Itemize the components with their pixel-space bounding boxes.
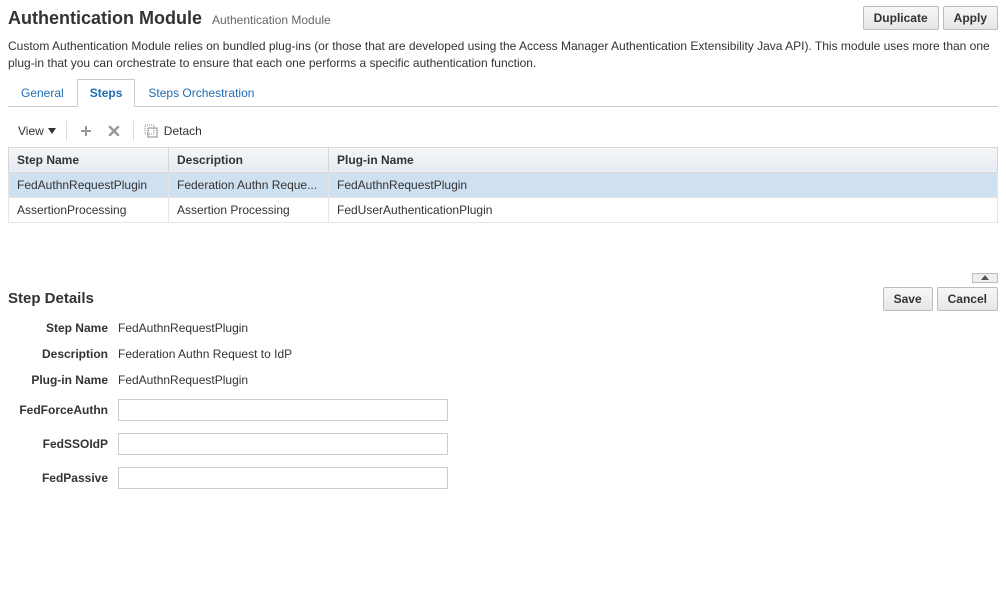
col-description[interactable]: Description: [169, 147, 329, 172]
steps-table: Step Name Description Plug-in Name FedAu…: [8, 147, 998, 223]
delete-button[interactable]: [105, 122, 123, 140]
detach-icon: [144, 124, 158, 138]
toolbar-separator: [66, 121, 67, 141]
cancel-button[interactable]: Cancel: [937, 287, 998, 311]
view-menu-button[interactable]: View: [18, 124, 56, 138]
value-plugin-name: FedAuthnRequestPlugin: [118, 373, 248, 387]
label-fedssoidp: FedSSOIdP: [8, 437, 118, 451]
detach-button[interactable]: Detach: [144, 124, 202, 138]
label-step-name: Step Name: [8, 321, 118, 335]
label-description: Description: [8, 347, 118, 361]
module-description: Custom Authentication Module relies on b…: [8, 38, 998, 72]
close-icon: [107, 124, 121, 138]
caret-up-icon: [981, 275, 989, 281]
cell-step-name: AssertionProcessing: [9, 197, 169, 222]
cell-plugin-name: FedUserAuthenticationPlugin: [329, 197, 998, 222]
page-subtitle: Authentication Module: [212, 13, 331, 27]
collapse-handle[interactable]: [972, 273, 998, 283]
view-menu-label: View: [18, 124, 44, 138]
tab-steps-orchestration[interactable]: Steps Orchestration: [135, 79, 267, 107]
page-title: Authentication Module: [8, 8, 202, 29]
col-step-name[interactable]: Step Name: [9, 147, 169, 172]
save-button[interactable]: Save: [883, 287, 933, 311]
label-plugin-name: Plug-in Name: [8, 373, 118, 387]
tab-steps[interactable]: Steps: [77, 79, 136, 107]
chevron-down-icon: [48, 127, 56, 135]
step-details-title: Step Details: [8, 290, 94, 307]
cell-description: Federation Authn Reque...: [169, 172, 329, 197]
label-fedpassive: FedPassive: [8, 471, 118, 485]
input-fedpassive[interactable]: [118, 467, 448, 489]
add-button[interactable]: [77, 122, 95, 140]
value-step-name: FedAuthnRequestPlugin: [118, 321, 248, 335]
cell-step-name: FedAuthnRequestPlugin: [9, 172, 169, 197]
apply-button[interactable]: Apply: [943, 6, 998, 30]
toolbar-separator: [133, 121, 134, 141]
detach-label: Detach: [164, 124, 202, 138]
cell-description: Assertion Processing: [169, 197, 329, 222]
cell-plugin-name: FedAuthnRequestPlugin: [329, 172, 998, 197]
plus-icon: [79, 124, 93, 138]
col-plugin-name[interactable]: Plug-in Name: [329, 147, 998, 172]
tab-general[interactable]: General: [8, 79, 77, 107]
table-row[interactable]: AssertionProcessing Assertion Processing…: [9, 197, 998, 222]
value-description: Federation Authn Request to IdP: [118, 347, 292, 361]
table-toolbar: View Detach: [8, 115, 998, 147]
tab-strip: General Steps Steps Orchestration: [8, 78, 998, 107]
input-fedforceauthn[interactable]: [118, 399, 448, 421]
input-fedssoidp[interactable]: [118, 433, 448, 455]
duplicate-button[interactable]: Duplicate: [863, 6, 939, 30]
table-row[interactable]: FedAuthnRequestPlugin Federation Authn R…: [9, 172, 998, 197]
label-fedforceauthn: FedForceAuthn: [8, 403, 118, 417]
